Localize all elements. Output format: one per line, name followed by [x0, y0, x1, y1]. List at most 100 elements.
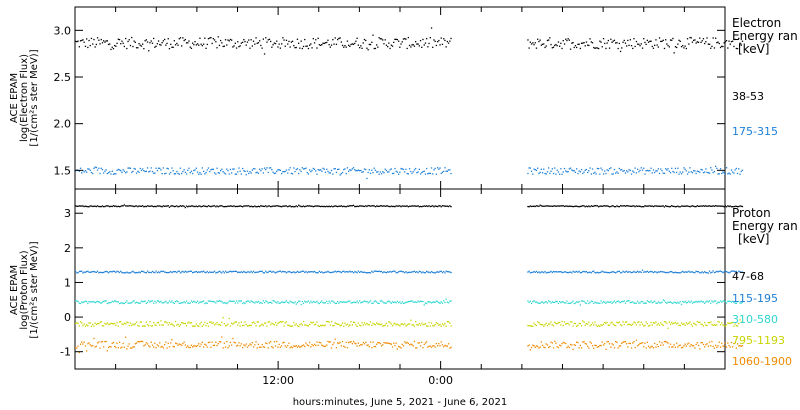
data-point [650, 300, 652, 302]
data-point [438, 302, 440, 304]
electron-ylabel-line-3: [1/(cm²s ster MeV)] [29, 49, 40, 146]
data-point [406, 301, 408, 303]
data-point [291, 301, 294, 304]
data-point [302, 302, 305, 304]
data-point [201, 341, 203, 343]
data-point [602, 301, 605, 303]
data-point [171, 271, 173, 274]
data-point [434, 324, 436, 326]
data-point [539, 171, 541, 174]
data-point [279, 302, 281, 304]
data-point [424, 323, 427, 325]
data-point [701, 205, 703, 207]
data-point [376, 205, 378, 207]
data-point [125, 301, 127, 304]
data-point [181, 322, 183, 324]
data-point [606, 321, 608, 323]
data-point [174, 301, 177, 303]
data-point [262, 205, 264, 207]
data-point [315, 323, 317, 325]
data-point [411, 271, 413, 273]
data-point [552, 270, 555, 273]
data-point [369, 272, 372, 274]
data-point [546, 324, 549, 327]
data-point [174, 205, 177, 208]
data-point [390, 271, 392, 273]
data-point [282, 205, 284, 207]
data-point [449, 322, 451, 324]
data-point [234, 302, 236, 304]
data-point [181, 45, 183, 47]
data-point [170, 43, 172, 45]
data-point [577, 324, 579, 327]
electron-legend-175-315: 175-315 [732, 125, 778, 138]
data-point [594, 321, 596, 323]
data-point [434, 167, 436, 170]
data-point [572, 325, 574, 327]
electron-data-points [75, 27, 744, 180]
data-point [100, 302, 102, 304]
data-point [626, 270, 628, 272]
data-point [673, 52, 675, 54]
data-point [589, 341, 591, 343]
data-point [657, 46, 659, 48]
data-point [559, 300, 561, 303]
data-point [316, 341, 318, 343]
data-point [221, 168, 223, 170]
data-point [560, 302, 562, 304]
data-point [651, 324, 653, 326]
data-point [446, 301, 448, 303]
data-point [427, 205, 429, 208]
data-point [75, 205, 77, 207]
data-point [278, 169, 280, 171]
data-point [212, 38, 214, 40]
data-point [81, 205, 83, 207]
data-point [711, 271, 713, 273]
data-point [400, 323, 402, 325]
data-point [637, 270, 639, 272]
data-point [276, 40, 278, 42]
data-point [251, 322, 253, 324]
data-point [296, 38, 299, 40]
data-point [679, 272, 681, 274]
data-point [591, 42, 594, 44]
data-point [671, 205, 673, 207]
data-point [313, 301, 316, 303]
data-point [233, 270, 235, 272]
data-point [81, 172, 83, 174]
data-point [340, 205, 342, 207]
data-point [179, 272, 182, 274]
data-point [161, 302, 163, 304]
data-point [288, 302, 290, 304]
data-point [242, 206, 244, 208]
data-point [78, 302, 80, 304]
data-point [378, 173, 380, 175]
data-point [318, 341, 320, 344]
data-point [211, 42, 213, 45]
data-point [201, 325, 203, 327]
data-point [121, 271, 123, 274]
data-point [140, 340, 143, 342]
data-point [668, 321, 670, 323]
data-point [151, 344, 154, 346]
data-point [554, 44, 556, 47]
data-point [707, 322, 709, 324]
data-point [312, 300, 314, 303]
data-point [601, 324, 603, 327]
data-point [206, 169, 208, 171]
electron-ylabel-line-2: log(Electron Flux) [19, 54, 30, 142]
data-point [315, 301, 317, 303]
data-point [689, 301, 691, 304]
data-point [360, 302, 362, 304]
data-point [161, 42, 163, 44]
data-point [117, 347, 119, 349]
data-point [133, 300, 135, 302]
data-point [306, 301, 308, 303]
data-point [426, 302, 428, 305]
data-point [433, 39, 435, 41]
data-point [283, 325, 285, 327]
data-point [578, 270, 580, 272]
data-point [261, 270, 263, 273]
data-point [83, 271, 85, 273]
data-point [313, 42, 316, 44]
